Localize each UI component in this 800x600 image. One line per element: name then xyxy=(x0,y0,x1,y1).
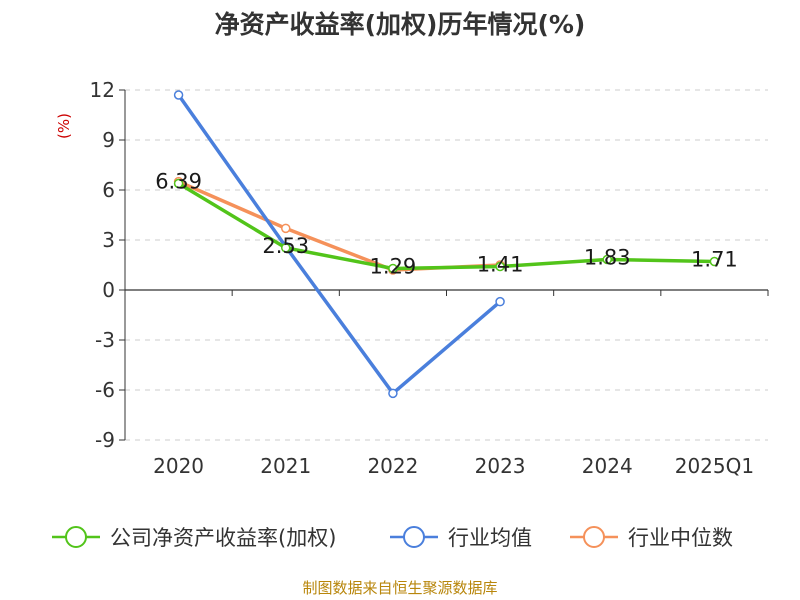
legend-swatch-marker xyxy=(583,526,605,548)
data-label: 1.29 xyxy=(370,255,417,279)
legend-label: 公司净资产收益率(加权) xyxy=(110,526,336,550)
y-tick-label: 3 xyxy=(102,228,115,252)
y-tick-label: 9 xyxy=(102,128,115,152)
y-tick-label: -9 xyxy=(95,428,115,452)
chart-title: 净资产收益率(加权)历年情况(%) xyxy=(215,10,586,39)
x-tick-label: 2021 xyxy=(260,454,311,478)
axes: 12 9 6 3 0 -3 -6 -9 2020 2021 2022 2023 2024 2025Q1 xyxy=(90,78,769,478)
series-line xyxy=(177,93,502,396)
series-lines xyxy=(173,90,720,399)
legend-swatch-marker xyxy=(65,526,87,548)
data-label: 2.53 xyxy=(262,234,309,258)
legend: 公司净资产收益率(加权) 行业均值 行业中位数 xyxy=(52,526,733,550)
data-point xyxy=(495,296,505,307)
y-tick-label: -3 xyxy=(95,328,115,352)
y-tick-label: 12 xyxy=(90,78,115,102)
y-axis-label: (%) xyxy=(55,113,73,139)
data-label: 1.83 xyxy=(584,246,631,270)
y-tick-label: -6 xyxy=(95,378,115,402)
data-label: 1.41 xyxy=(477,253,524,277)
grid-lines xyxy=(125,89,768,441)
y-tick-label: 6 xyxy=(102,178,115,202)
legend-label: 行业均值 xyxy=(448,526,532,550)
x-tick-label: 2025Q1 xyxy=(675,454,754,478)
data-point xyxy=(388,388,398,399)
data-point xyxy=(602,254,612,265)
x-tick-label: 2020 xyxy=(153,454,204,478)
data-label: 1.71 xyxy=(691,248,738,272)
data-point xyxy=(709,256,720,267)
x-tick-label: 2024 xyxy=(582,454,633,478)
data-point xyxy=(388,263,398,274)
data-point xyxy=(281,223,291,234)
data-labels: 6.39 2.53 1.29 1.41 1.83 1.71 xyxy=(155,170,738,279)
source-note: 制图数据来自恒生聚源数据库 xyxy=(302,579,497,597)
y-tick-label: 0 xyxy=(102,278,115,302)
x-tick-label: 2023 xyxy=(475,454,526,478)
data-point xyxy=(495,261,505,272)
series-line xyxy=(177,181,715,271)
legend-label: 行业中位数 xyxy=(628,526,733,550)
data-point xyxy=(281,243,291,253)
x-tick-label: 2022 xyxy=(367,454,418,478)
legend-swatch-marker xyxy=(403,526,425,548)
data-point xyxy=(173,178,184,189)
data-label: 6.39 xyxy=(155,170,202,194)
data-point xyxy=(173,90,184,100)
